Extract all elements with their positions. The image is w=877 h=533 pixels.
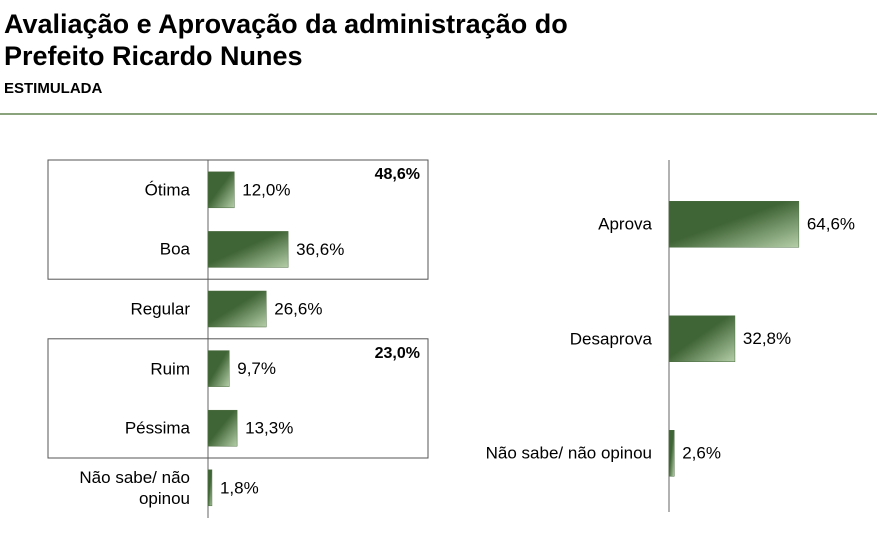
value-label: 9,7% bbox=[237, 359, 276, 378]
bar bbox=[207, 231, 289, 268]
category-label: Desaprova bbox=[569, 329, 652, 349]
value-label: 13,3% bbox=[245, 419, 293, 438]
value-label: 64,6% bbox=[807, 215, 855, 234]
category-label: Péssima bbox=[124, 418, 190, 438]
page-title: Avaliação e Aprovação da administração d… bbox=[4, 9, 568, 71]
bar bbox=[668, 430, 675, 477]
bar bbox=[668, 201, 800, 248]
group-total: 48,6% bbox=[375, 166, 420, 183]
value-label: 36,6% bbox=[296, 240, 344, 259]
category-label: Ótima bbox=[144, 180, 190, 200]
category-label: Ruim bbox=[150, 359, 190, 379]
group-box bbox=[47, 338, 429, 459]
page-subtitle: ESTIMULADA bbox=[4, 80, 103, 97]
group-box bbox=[47, 159, 429, 280]
bar bbox=[207, 409, 238, 447]
value-label: 2,6% bbox=[682, 444, 721, 463]
category-label: Não sabe/ não opinou bbox=[79, 467, 190, 508]
value-label: 32,8% bbox=[743, 329, 791, 348]
header-rule bbox=[0, 113, 877, 115]
group-total: 23,0% bbox=[375, 345, 420, 362]
value-label: 1,8% bbox=[220, 478, 259, 497]
bar bbox=[668, 315, 736, 362]
category-label: Não sabe/ não opinou bbox=[485, 443, 652, 463]
bar bbox=[207, 171, 235, 209]
value-label: 26,6% bbox=[274, 299, 322, 318]
category-label: Regular bbox=[130, 299, 190, 319]
bar bbox=[207, 469, 213, 507]
bar bbox=[207, 290, 267, 328]
category-label: Boa bbox=[159, 239, 190, 259]
bar bbox=[207, 350, 230, 387]
category-label: Aprova bbox=[598, 214, 652, 234]
value-label: 12,0% bbox=[242, 180, 290, 199]
